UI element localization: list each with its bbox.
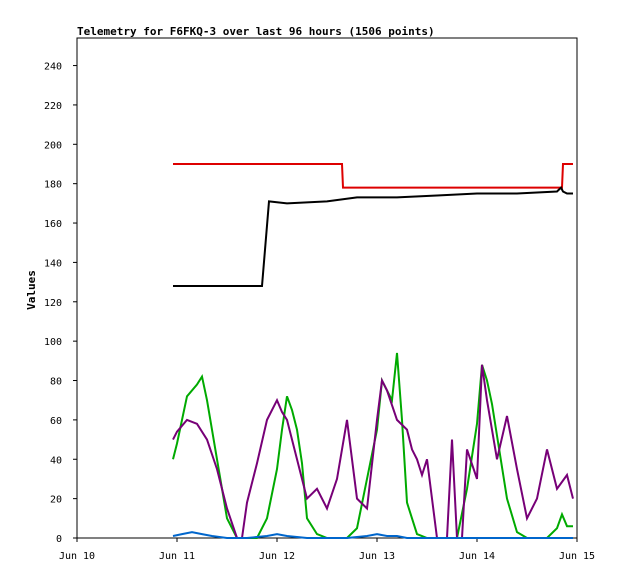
- y-tick-label: 40: [50, 455, 62, 466]
- y-tick-label: 80: [50, 377, 62, 388]
- y-tick-label: 0: [56, 534, 62, 545]
- y-tick-label: 120: [44, 298, 62, 309]
- x-tick-label: Jun 14: [459, 551, 495, 562]
- series-line-0: [173, 163, 573, 189]
- y-tick-label: 100: [44, 337, 62, 348]
- chart-title: Telemetry for F6FKQ-3 over last 96 hours…: [77, 25, 435, 38]
- x-tick-label: Jun 11: [159, 551, 195, 562]
- x-tick-label: Jun 15: [559, 551, 595, 562]
- y-tick-label: 240: [44, 62, 62, 73]
- y-tick-label: 60: [50, 416, 62, 427]
- x-axis: Jun 10 Jun 11 Jun 12 Jun 13 Jun 14 Jun 15: [59, 538, 595, 562]
- y-tick-label: 200: [44, 140, 62, 151]
- x-tick-label: Jun 10: [59, 551, 95, 562]
- y-tick-label: 140: [44, 258, 62, 269]
- y-tick-label: 160: [44, 219, 62, 230]
- y-tick-label: 220: [44, 101, 62, 112]
- series-line-1: [173, 185, 573, 287]
- series-layer: [172, 163, 574, 539]
- y-axis-title: Values: [25, 270, 38, 310]
- y-tick-label: 20: [50, 495, 62, 506]
- series-line-4: [172, 531, 573, 539]
- x-tick-label: Jun 12: [259, 551, 295, 562]
- y-axis: 0 20 40 60 80 100 120 140 160 180 200 220 240: [44, 62, 77, 545]
- series-line-3: [172, 364, 574, 539]
- x-tick-label: Jun 13: [359, 551, 395, 562]
- y-tick-label: 180: [44, 180, 62, 191]
